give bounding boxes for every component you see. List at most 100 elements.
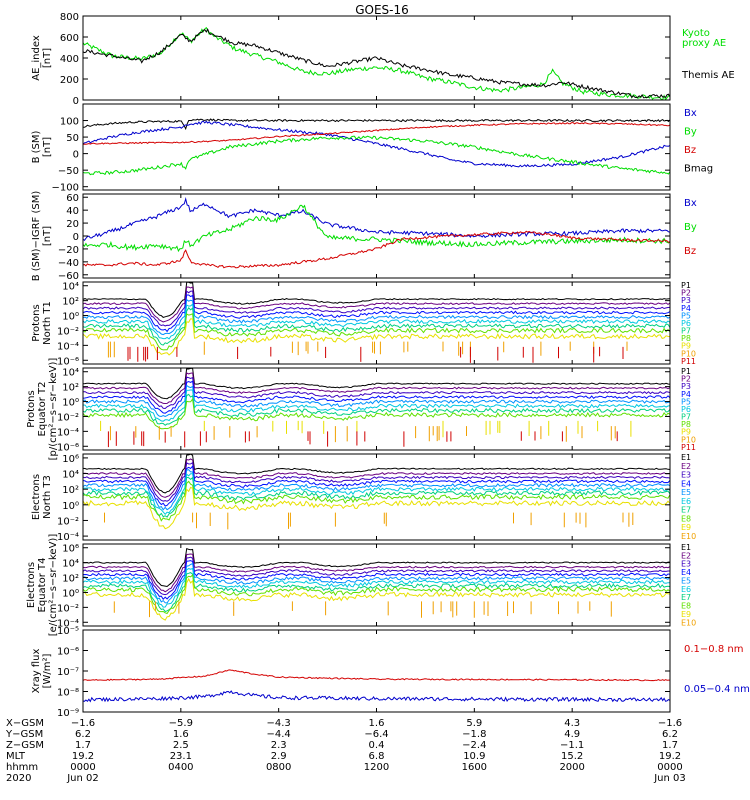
legend-entry: Kyoto bbox=[682, 28, 710, 39]
plot-area-bsm bbox=[83, 118, 670, 176]
series-bsm-2 bbox=[83, 135, 670, 176]
x-row-value: Jun 02 bbox=[66, 773, 99, 784]
channel-label: E7 bbox=[681, 506, 691, 515]
x-row-value: 19.2 bbox=[72, 751, 94, 762]
channel-label: E6 bbox=[681, 497, 691, 506]
series-bsm-3 bbox=[83, 122, 670, 145]
channel-P8 bbox=[83, 313, 670, 351]
y-tick-label: 60 bbox=[66, 193, 79, 204]
y-tick-label: 10⁻⁴ bbox=[57, 341, 79, 352]
y-tick-label: 10⁴ bbox=[62, 368, 79, 379]
channel-P7 bbox=[83, 393, 670, 426]
x-row-label: X−GSM bbox=[6, 718, 44, 729]
channel-E3 bbox=[83, 556, 670, 596]
panel-frame bbox=[82, 367, 671, 451]
x-row-value: 1.6 bbox=[369, 718, 385, 729]
y-tick-label: 40 bbox=[66, 206, 79, 217]
channel-label: P4 bbox=[681, 390, 691, 399]
x-row-value: Jun 03 bbox=[653, 773, 686, 784]
y-axis-title: [e/(cm²−s−sr−keV)] bbox=[48, 534, 59, 637]
channel-P3 bbox=[83, 376, 670, 410]
panel-frame bbox=[82, 103, 671, 191]
channel-E1 bbox=[83, 548, 670, 588]
channel-label: P2 bbox=[681, 289, 691, 298]
channel-P10 bbox=[109, 426, 616, 443]
y-axis-title: Protons bbox=[31, 304, 42, 341]
x-row-value: 6.2 bbox=[662, 729, 678, 740]
y-tick-label: 10⁶ bbox=[62, 544, 79, 555]
channel-label: P5 bbox=[681, 397, 691, 406]
y-axis-title: Electrons bbox=[26, 562, 37, 608]
y-tick-label: 10⁶ bbox=[62, 454, 79, 465]
y-tick-label: 10⁰ bbox=[62, 312, 79, 323]
channel-label: E10 bbox=[681, 532, 696, 541]
channel-label: E9 bbox=[681, 523, 691, 532]
y-tick-label: 200 bbox=[60, 75, 79, 86]
legend-entry: proxy AE bbox=[682, 38, 726, 49]
channel-label: P1 bbox=[681, 367, 691, 376]
x-row-value: 1.7 bbox=[662, 740, 678, 751]
x-row-label: Y−GSM bbox=[5, 729, 43, 740]
series-bdiff-1 bbox=[83, 204, 670, 253]
channel-E9 bbox=[83, 577, 670, 621]
panel-frame bbox=[82, 453, 671, 541]
y-tick-label: 0 bbox=[73, 232, 79, 243]
channel-P6 bbox=[83, 303, 670, 340]
x-row-value: 1200 bbox=[364, 762, 389, 773]
y-tick-label: 10² bbox=[62, 383, 79, 394]
series-ae-1 bbox=[83, 28, 670, 99]
channel-E8 bbox=[83, 574, 670, 615]
channel-P8 bbox=[83, 397, 670, 430]
y-tick-label: 400 bbox=[60, 54, 79, 65]
x-row-value: 15.2 bbox=[561, 751, 583, 762]
x-row-value: 1.7 bbox=[75, 740, 91, 751]
x-row-value: 5.9 bbox=[466, 718, 482, 729]
x-row-value: 1.6 bbox=[173, 729, 189, 740]
y-axis-title: North T1 bbox=[42, 301, 53, 345]
y-tick-label: 10⁴ bbox=[62, 470, 79, 481]
channel-E3 bbox=[83, 461, 670, 502]
y-tick-label: 600 bbox=[60, 33, 79, 44]
x-row-value: −1.6 bbox=[71, 718, 95, 729]
x-row-value: 2000 bbox=[559, 762, 584, 773]
channel-P10 bbox=[107, 341, 628, 358]
y-tick-label: −100 bbox=[52, 183, 79, 194]
y-tick-label: 10⁻⁴ bbox=[57, 618, 79, 629]
channel-label: P1 bbox=[681, 281, 691, 290]
y-tick-label: 10⁻² bbox=[57, 603, 79, 614]
channel-label: E4 bbox=[681, 479, 691, 488]
legend-entry: Bz bbox=[684, 246, 696, 257]
channel-label: E4 bbox=[681, 568, 691, 577]
panel-pe: 10⁻⁶ 10⁻⁴ 10⁻² 10⁰ 10² 10⁴ Protons Equator T2 [p… bbox=[26, 358, 696, 461]
x-row-value: 0800 bbox=[266, 762, 291, 773]
x-row-value: 0400 bbox=[168, 762, 193, 773]
x-row-value: 4.9 bbox=[564, 729, 580, 740]
y-axis-title: [p/(cm²−s−sr−keV)] bbox=[48, 358, 59, 461]
channel-label: P11 bbox=[681, 357, 696, 366]
y-tick-label: 10⁻⁴ bbox=[57, 427, 79, 438]
channel-label: E8 bbox=[681, 514, 691, 523]
y-tick-label: 10⁻⁷ bbox=[57, 667, 79, 678]
y-tick-label: 100 bbox=[60, 117, 79, 128]
channel-E10 bbox=[104, 512, 634, 530]
channel-P5 bbox=[83, 298, 670, 336]
channel-P2 bbox=[83, 372, 670, 405]
x-row-value: 23.1 bbox=[170, 751, 192, 762]
channel-label: E2 bbox=[681, 462, 691, 471]
plot-area-pn bbox=[83, 282, 670, 363]
x-row-value: 2.9 bbox=[271, 751, 287, 762]
panel-frame bbox=[82, 15, 671, 101]
y-axis-title: [nT] bbox=[42, 226, 53, 246]
channel-label: E3 bbox=[681, 471, 691, 480]
y-tick-label: 50 bbox=[66, 133, 79, 144]
channel-E5 bbox=[83, 562, 670, 604]
channel-E6 bbox=[83, 567, 670, 608]
channel-label: E10 bbox=[681, 618, 696, 627]
panel-bdiff: −60 −40 −20 0 20 40 60 B (SM)−IGRF (SM) [nT] Bx By… bbox=[31, 191, 697, 282]
channel-E6 bbox=[83, 473, 670, 516]
channel-label: P4 bbox=[681, 304, 691, 313]
channel-label: P8 bbox=[681, 420, 691, 429]
channel-P6 bbox=[83, 389, 670, 422]
channel-E7 bbox=[83, 476, 670, 518]
